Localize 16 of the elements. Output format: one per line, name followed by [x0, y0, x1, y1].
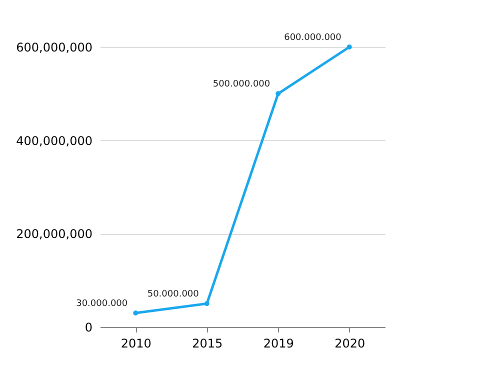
- data-label: 50.000.000: [147, 290, 200, 300]
- x-tick-label: 2019: [263, 336, 294, 350]
- data-label: 500.000.000: [212, 80, 270, 90]
- point: [346, 44, 352, 50]
- x-tick-label: 2015: [192, 336, 223, 350]
- point: [204, 301, 210, 306]
- x-tick-label: 2010: [120, 336, 152, 350]
- y-tick-label: 200,000,000: [16, 227, 92, 242]
- point: [276, 91, 281, 96]
- x-tick-label: 2020: [334, 336, 366, 350]
- y-tick-label: 400,000,000: [16, 134, 92, 148]
- point: [133, 310, 138, 316]
- data-label: 30.000.000: [76, 299, 128, 309]
- data-label: 600.000.000: [284, 33, 342, 43]
- y-tick-label: 0: [84, 320, 92, 334]
- y-tick-label: 600,000,000: [16, 40, 92, 54]
